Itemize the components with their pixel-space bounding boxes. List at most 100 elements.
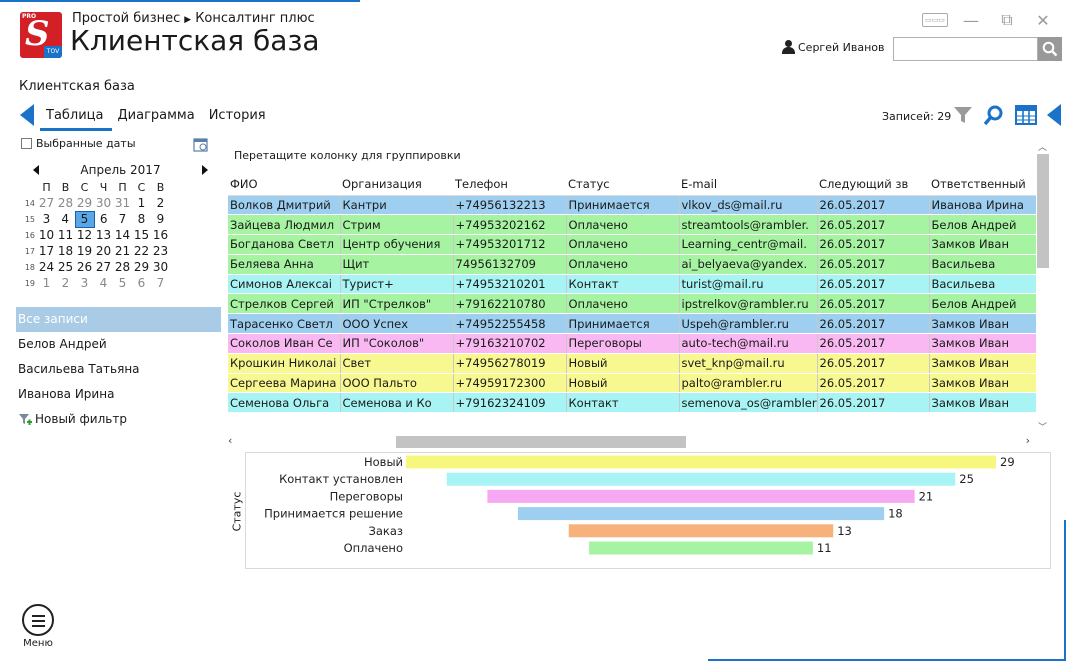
chart-bar[interactable] bbox=[589, 541, 813, 555]
calendar-day[interactable]: 26 bbox=[76, 260, 93, 274]
calendar-day[interactable]: 18 bbox=[57, 244, 74, 258]
column-header[interactable]: Следующий зв bbox=[817, 173, 929, 196]
calendar-day[interactable]: 6 bbox=[99, 212, 108, 226]
scroll-up-icon[interactable]: ︿ bbox=[1038, 143, 1048, 153]
calendar-day[interactable]: 30 bbox=[95, 196, 112, 210]
column-header[interactable]: Организация bbox=[340, 173, 453, 196]
calendar-day[interactable]: 31 bbox=[114, 196, 131, 210]
column-header[interactable]: Ответственный bbox=[929, 173, 1036, 196]
breadcrumb-item[interactable]: Простой бизнес bbox=[72, 11, 181, 26]
grid-horizontal-scrollbar[interactable]: ‹ › bbox=[228, 434, 1036, 450]
calendar-day[interactable]: 9 bbox=[156, 212, 165, 226]
calendar-day[interactable]: 4 bbox=[99, 276, 108, 290]
restore-icon[interactable]: ⧉ bbox=[1001, 10, 1013, 29]
scroll-right-icon[interactable]: › bbox=[1025, 434, 1030, 447]
minimize-icon[interactable]: — bbox=[963, 10, 979, 30]
calendar-day[interactable]: 14 bbox=[114, 228, 131, 242]
filter-icon[interactable] bbox=[953, 105, 973, 125]
calendar-day[interactable]: 25 bbox=[57, 260, 74, 274]
calendar-day[interactable]: 3 bbox=[42, 212, 51, 226]
calendar-day[interactable]: 7 bbox=[156, 276, 165, 290]
calendar-day[interactable]: 2 bbox=[61, 276, 70, 290]
selected-dates-checkbox[interactable] bbox=[21, 138, 32, 149]
table-row[interactable]: Крошкин Николаі Свет +74956278019 Новый svet… bbox=[228, 353, 1036, 374]
calendar-day[interactable]: 17 bbox=[38, 244, 55, 258]
prev-month-icon[interactable] bbox=[33, 165, 39, 175]
table-row[interactable]: Сергеева Марина ООО Пальто +74959172300 Нов… bbox=[228, 373, 1036, 394]
calendar-day[interactable]: 28 bbox=[114, 260, 131, 274]
calendar-day[interactable]: 2 bbox=[156, 196, 165, 210]
calendar-day[interactable]: 12 bbox=[76, 228, 93, 243]
back-arrow-icon[interactable] bbox=[20, 104, 34, 126]
calendar-day[interactable]: 7 bbox=[118, 212, 127, 226]
keyboard-icon[interactable]: ▭▭▭ bbox=[922, 13, 948, 27]
close-icon[interactable]: ✕ bbox=[1036, 10, 1050, 30]
calendar-day[interactable]: 22 bbox=[133, 244, 150, 258]
columns-icon[interactable] bbox=[1015, 105, 1037, 125]
calendar-day[interactable]: 3 bbox=[80, 276, 89, 290]
filter-vasilyeva[interactable]: Васильева Татьяна bbox=[18, 362, 140, 376]
column-header[interactable]: Телефон bbox=[453, 173, 566, 196]
table-row[interactable]: Богданова Светл Центр обучения +7495320171… bbox=[228, 234, 1036, 255]
horizontal-scroll-thumb[interactable] bbox=[396, 436, 686, 448]
breadcrumb-item[interactable]: Консалтинг плюс bbox=[195, 11, 315, 26]
table-row[interactable]: Симонов Алексаі Турист+ +74953210201 Контак… bbox=[228, 274, 1036, 295]
next-month-icon[interactable] bbox=[202, 165, 208, 175]
grid-vertical-scrollbar[interactable]: ︿ ﹀ bbox=[1036, 140, 1050, 433]
chart-bar[interactable] bbox=[487, 489, 915, 503]
calendar-day[interactable]: 30 bbox=[152, 260, 169, 274]
table-row[interactable]: Семенова Ольга Семенова и Ко +79162324109 К… bbox=[228, 392, 1036, 413]
new-filter-button[interactable]: Новый фильтр bbox=[16, 407, 221, 432]
calendar-day[interactable]: 1 bbox=[42, 276, 51, 290]
calendar-day[interactable]: 5 bbox=[118, 276, 127, 290]
filter-all-records[interactable]: Все записи bbox=[16, 307, 221, 332]
tab-history[interactable]: История bbox=[208, 108, 266, 123]
calendar-day[interactable]: 21 bbox=[114, 244, 131, 258]
chart-bar[interactable] bbox=[446, 472, 956, 486]
table-row[interactable]: Зайцева Людмил Стрим +74953202162 Оплачено s… bbox=[228, 214, 1036, 236]
calendar-day[interactable]: 29 bbox=[133, 260, 150, 274]
calendar-day[interactable]: 20 bbox=[95, 244, 112, 258]
chart-bar[interactable] bbox=[406, 455, 996, 469]
calendar-day[interactable]: 29 bbox=[76, 195, 93, 210]
calendar-day[interactable]: 13 bbox=[95, 228, 112, 242]
search-icon[interactable] bbox=[983, 104, 1005, 126]
calendar-day[interactable]: 24 bbox=[38, 260, 55, 274]
column-header[interactable]: E-mail bbox=[679, 173, 817, 196]
scroll-left-icon[interactable]: ‹ bbox=[228, 434, 233, 447]
calendar-icon[interactable] bbox=[193, 137, 209, 153]
chart-bar[interactable] bbox=[568, 524, 834, 538]
calendar-day[interactable]: 28 bbox=[57, 196, 74, 210]
table-row[interactable]: Соколов Иван Се ИП "Соколов" +79163210702 П… bbox=[228, 333, 1036, 354]
tab-chart[interactable]: Диаграмма bbox=[117, 108, 195, 123]
calendar-day[interactable]: 19 bbox=[76, 244, 93, 258]
column-header[interactable]: ФИО bbox=[228, 173, 340, 196]
calendar-day[interactable]: 5 bbox=[74, 210, 95, 228]
tab-table[interactable]: Таблица bbox=[40, 108, 112, 131]
selected-dates-toggle[interactable]: Выбранные даты bbox=[21, 137, 136, 150]
chart-bar[interactable] bbox=[517, 507, 885, 521]
column-header[interactable]: Статус bbox=[566, 173, 679, 196]
vertical-scroll-thumb[interactable] bbox=[1037, 154, 1049, 268]
calendar-day[interactable]: 11 bbox=[57, 228, 74, 242]
calendar-day[interactable]: 4 bbox=[61, 212, 70, 226]
calendar-day[interactable]: 8 bbox=[137, 212, 146, 226]
search-button[interactable] bbox=[1038, 37, 1062, 61]
table-row[interactable]: Беляева Анна Щит 74956132709 Оплачено ai_bel… bbox=[228, 254, 1036, 275]
calendar-day[interactable]: 6 bbox=[137, 276, 146, 290]
user-info[interactable]: Сергей Иванов bbox=[782, 40, 884, 54]
search-input[interactable] bbox=[893, 37, 1038, 61]
calendar-day[interactable]: 10 bbox=[38, 228, 55, 242]
calendar-day[interactable]: 23 bbox=[152, 244, 169, 258]
table-row[interactable]: Тарасенко Светл ООО Успех +74952255458 Прин… bbox=[228, 313, 1036, 335]
filter-ivanova[interactable]: Иванова Ирина bbox=[18, 387, 115, 401]
table-row[interactable]: Волков Дмитрий Кантри +74956132213 Принимае… bbox=[228, 195, 1036, 216]
calendar-day[interactable]: 27 bbox=[95, 260, 112, 274]
calendar-day[interactable]: 16 bbox=[152, 228, 169, 242]
panel-toggle-arrow-icon[interactable] bbox=[1047, 104, 1061, 126]
menu-button[interactable]: Меню bbox=[20, 604, 56, 649]
table-row[interactable]: Стрелков Сергей ИП "Стрелков" +79162210780… bbox=[228, 293, 1036, 315]
scroll-down-icon[interactable]: ﹀ bbox=[1038, 423, 1048, 433]
calendar-day[interactable]: 27 bbox=[38, 196, 55, 210]
calendar-day[interactable]: 15 bbox=[133, 228, 150, 242]
